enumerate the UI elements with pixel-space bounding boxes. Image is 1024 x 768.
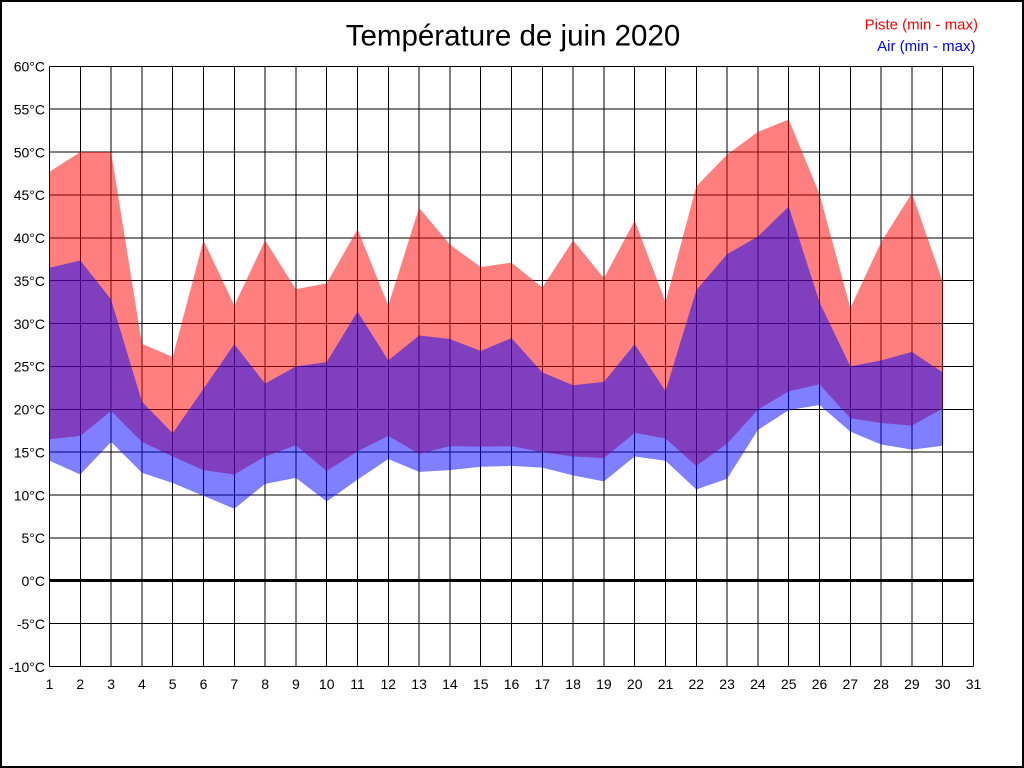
svg-text:40°C: 40°C	[14, 230, 45, 246]
svg-text:6: 6	[200, 676, 208, 692]
svg-text:-5°C: -5°C	[17, 616, 45, 632]
svg-text:55°C: 55°C	[14, 101, 45, 117]
svg-text:15: 15	[473, 676, 489, 692]
svg-text:18: 18	[565, 676, 581, 692]
svg-text:3: 3	[107, 676, 115, 692]
svg-text:25: 25	[781, 676, 797, 692]
svg-text:17: 17	[535, 676, 551, 692]
svg-text:60°C: 60°C	[14, 59, 45, 75]
svg-text:23: 23	[719, 676, 735, 692]
svg-text:Piste (min - max): Piste (min - max)	[865, 16, 978, 33]
svg-text:Température de juin 2020: Température de juin 2020	[346, 19, 681, 52]
svg-text:15°C: 15°C	[14, 444, 45, 460]
svg-text:30°C: 30°C	[14, 316, 45, 332]
svg-text:14: 14	[442, 676, 458, 692]
svg-text:9: 9	[292, 676, 300, 692]
svg-text:12: 12	[381, 676, 397, 692]
svg-text:2: 2	[76, 676, 84, 692]
svg-text:16: 16	[504, 676, 520, 692]
svg-text:20: 20	[627, 676, 643, 692]
svg-text:50°C: 50°C	[14, 144, 45, 160]
svg-text:5: 5	[169, 676, 177, 692]
svg-text:24: 24	[750, 676, 766, 692]
svg-text:8: 8	[261, 676, 269, 692]
svg-text:22: 22	[689, 676, 705, 692]
svg-text:27: 27	[843, 676, 859, 692]
svg-text:20°C: 20°C	[14, 402, 45, 418]
svg-text:4: 4	[138, 676, 146, 692]
svg-text:Air (min - max): Air (min - max)	[877, 38, 975, 55]
svg-text:31: 31	[966, 676, 982, 692]
svg-text:1: 1	[46, 676, 54, 692]
svg-text:10: 10	[319, 676, 335, 692]
svg-text:-10°C: -10°C	[9, 659, 45, 675]
svg-text:19: 19	[596, 676, 612, 692]
svg-text:10°C: 10°C	[14, 487, 45, 503]
svg-text:30: 30	[935, 676, 951, 692]
svg-text:11: 11	[350, 676, 365, 692]
svg-text:0°C: 0°C	[22, 573, 46, 589]
svg-text:25°C: 25°C	[14, 359, 45, 375]
svg-text:7: 7	[230, 676, 238, 692]
svg-text:26: 26	[812, 676, 828, 692]
svg-text:35°C: 35°C	[14, 273, 45, 289]
svg-text:45°C: 45°C	[14, 187, 45, 203]
svg-text:5°C: 5°C	[22, 530, 46, 546]
svg-text:29: 29	[904, 676, 920, 692]
svg-text:28: 28	[873, 676, 889, 692]
svg-text:21: 21	[658, 676, 674, 692]
svg-text:13: 13	[411, 676, 427, 692]
